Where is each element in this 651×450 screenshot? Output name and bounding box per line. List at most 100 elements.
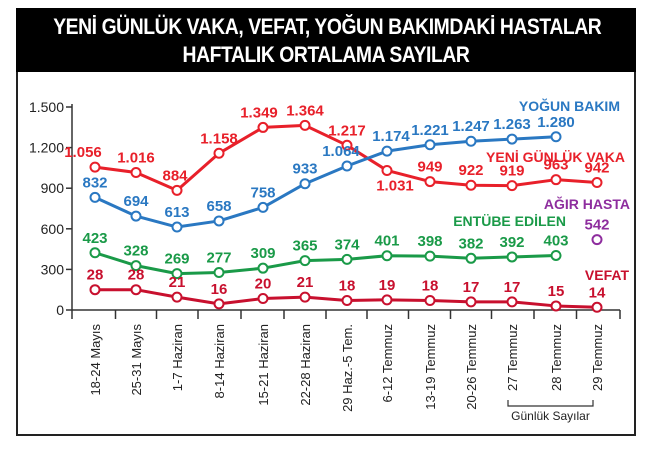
x-tick-label: 8-14 Haziran [212, 324, 227, 398]
data-point [213, 267, 225, 279]
data-point [213, 298, 225, 310]
data-label: 949 [417, 159, 442, 176]
data-point [257, 121, 269, 133]
data-point [130, 260, 142, 272]
data-point [171, 291, 183, 303]
data-label: 423 [82, 230, 107, 247]
data-label: 919 [499, 163, 524, 180]
data-label: 1.263 [493, 116, 531, 133]
data-point [130, 210, 142, 222]
data-label: 277 [206, 250, 231, 267]
data-label: 758 [250, 184, 275, 201]
data-point [465, 252, 477, 264]
data-label: 1.349 [240, 104, 278, 121]
data-label: 1.217 [328, 122, 366, 139]
data-point [381, 250, 393, 262]
data-point [171, 221, 183, 233]
chart-title-line2: HAFTALIK ORTALAMA SAYILAR [182, 42, 470, 67]
x-tick-label: 20-26 Temmuz [464, 324, 479, 410]
data-label: 20 [255, 275, 272, 292]
data-point [299, 255, 311, 267]
data-point [171, 184, 183, 196]
x-tick-label: 18-24 Mayıs [88, 324, 103, 396]
data-point [213, 215, 225, 227]
data-label: 832 [82, 174, 107, 191]
data-label: 16 [211, 281, 228, 298]
data-point [424, 295, 436, 307]
data-point [424, 250, 436, 262]
data-label: 28 [128, 267, 145, 284]
data-label: 1.364 [286, 102, 324, 119]
data-point [591, 301, 603, 313]
data-label: 15 [548, 283, 565, 300]
data-label: 392 [499, 234, 524, 251]
data-label: 1.016 [117, 150, 155, 167]
data-point [89, 247, 101, 259]
data-label: 613 [164, 204, 189, 221]
series-label-agir-hasta: AĞIR HASTA [544, 195, 630, 212]
data-label: 401 [374, 233, 399, 250]
data-label: 1.056 [64, 144, 102, 161]
y-tick-label: 1.500 [29, 99, 64, 115]
data-label: 374 [334, 236, 360, 253]
series-label-entube-edilen: ENTÜBE EDİLEN [453, 213, 566, 229]
x-tick-label: 22-28 Haziran [298, 324, 313, 406]
x-tick-label: 27 Temmuz [505, 324, 520, 391]
x-tick-label: 28 Temmuz [549, 324, 564, 391]
data-point [506, 180, 518, 192]
data-point [89, 284, 101, 296]
data-label: 1.280 [537, 114, 575, 131]
data-point [299, 178, 311, 190]
data-point [506, 133, 518, 145]
data-label: 942 [584, 160, 609, 177]
x-tick-label: 29 Temmuz [590, 324, 605, 391]
data-label: 1.247 [452, 118, 490, 135]
data-label: 17 [504, 279, 521, 296]
data-point [257, 201, 269, 213]
data-label: 382 [458, 235, 483, 252]
data-point [257, 262, 269, 274]
data-label: 17 [463, 279, 480, 296]
data-label: 21 [169, 274, 186, 291]
data-label: 14 [589, 284, 606, 301]
data-point [381, 145, 393, 157]
x-tick-label: 29 Haz.-5 Tem. [340, 324, 355, 412]
data-point [130, 284, 142, 296]
data-point [381, 294, 393, 306]
data-label: 933 [292, 161, 317, 178]
data-label: 18 [339, 278, 356, 295]
chart-frame [16, 8, 636, 436]
daily-counts-bracket [507, 400, 594, 407]
data-point [381, 164, 393, 176]
y-tick-label: 1.200 [29, 140, 64, 156]
chart-title-bar: YENİ GÜNLÜK VAKA, VEFAT, YOĞUN BAKIMDAKİ… [16, 8, 636, 72]
data-point [89, 191, 101, 203]
data-point [171, 268, 183, 280]
data-label: 963 [543, 157, 568, 174]
data-label: 1.064 [322, 143, 360, 160]
data-point [341, 253, 353, 265]
data-point [550, 249, 562, 261]
data-point [130, 167, 142, 179]
data-point [341, 295, 353, 307]
data-label: 365 [292, 238, 317, 255]
data-point [506, 251, 518, 263]
data-point [550, 174, 562, 186]
data-label: 1.158 [200, 130, 238, 147]
data-point [299, 119, 311, 131]
data-label: 18 [422, 278, 439, 295]
data-point [213, 147, 225, 159]
data-point [591, 177, 603, 189]
data-label: 694 [123, 193, 149, 210]
y-tick-label: 0 [56, 302, 64, 318]
daily-counts-note: Günlük Sayılar [511, 409, 590, 423]
data-label: 19 [379, 277, 396, 294]
x-tick-label: 13-19 Temmuz [423, 324, 438, 410]
data-point [506, 296, 518, 308]
data-point [341, 139, 353, 151]
y-tick-label: 900 [41, 180, 65, 196]
series-label-yogun-bakim: YOĞUN BAKIM [519, 97, 620, 114]
data-point [465, 135, 477, 147]
data-point [591, 234, 603, 246]
